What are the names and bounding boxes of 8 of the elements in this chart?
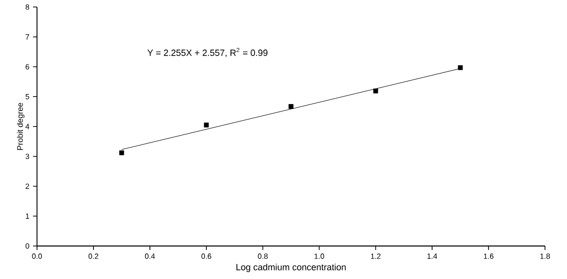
x-axis-title: Log cadmium concentration [236,264,346,272]
y-axis-title: Probit degree [16,102,24,150]
annotation: Y = 2.255X + 2.557, R$^{2}$ = 0.99 [147,48,268,57]
point [288,104,294,109]
point [458,65,463,70]
point [119,150,124,156]
point [204,122,209,128]
point [373,88,378,94]
